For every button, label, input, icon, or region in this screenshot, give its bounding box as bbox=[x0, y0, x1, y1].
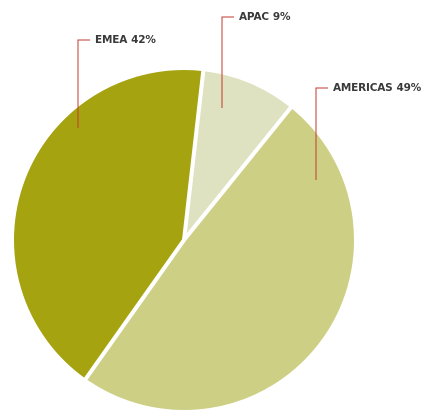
slice-category: EMEA bbox=[95, 34, 128, 46]
slice-label: AMERICAS 49% bbox=[333, 82, 422, 94]
slice-category: AMERICAS bbox=[333, 82, 393, 94]
pie-slice bbox=[82, 104, 358, 413]
slice-value-label: 9% bbox=[273, 11, 291, 23]
leader-line bbox=[221, 16, 234, 108]
slice-value-label: 42% bbox=[131, 34, 156, 46]
leader-line bbox=[77, 39, 90, 128]
slice-category: APAC bbox=[239, 11, 269, 23]
pie-slice bbox=[10, 66, 206, 383]
leader-line bbox=[315, 87, 328, 180]
slice-label: APAC 9% bbox=[239, 11, 291, 23]
slice-value-label: 49% bbox=[397, 82, 422, 94]
slice-label: EMEA 42% bbox=[95, 34, 156, 46]
